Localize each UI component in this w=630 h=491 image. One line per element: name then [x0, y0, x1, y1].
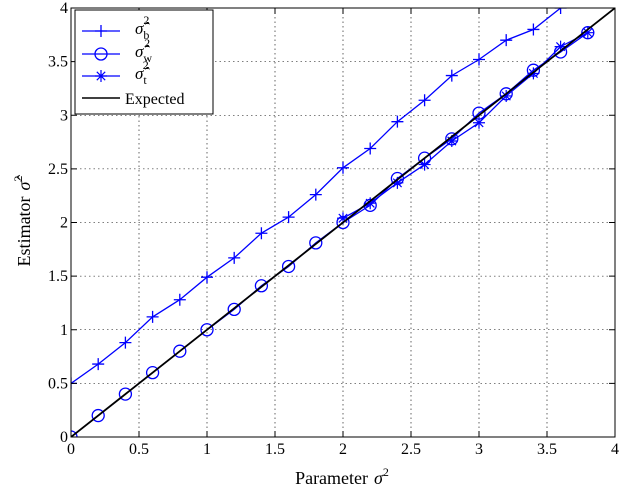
data-point-star — [445, 134, 458, 147]
y-tick-label: 1 — [60, 322, 68, 339]
tick-labels: 0 0.5 1 1.5 2 2.5 3 3.5 4 0 0.5 1 1.5 2 2.5 3 3.5 4 — [48, 0, 619, 458]
legend: σ̂b2 σ̂w2 σ̂t2 Expected — [74, 9, 214, 115]
legend-label-b: σ̂b2 — [135, 13, 150, 42]
x-axis-label-symbol: σ — [374, 468, 384, 488]
data-point-star — [391, 176, 404, 189]
y-axis-label: Estimatorσ̂2 — [11, 175, 34, 267]
data-point-star — [337, 212, 349, 225]
x-tick-label: 2.5 — [401, 441, 421, 458]
axes — [70, 7, 616, 438]
series-t — [337, 26, 594, 225]
x-tick-label: 2 — [339, 441, 347, 458]
data-point-circle — [254, 279, 269, 293]
series-b — [71, 8, 567, 390]
data-point-plus — [119, 336, 132, 349]
data-point-star — [418, 158, 431, 171]
series-expected — [71, 8, 615, 437]
data-point-plus — [309, 188, 322, 201]
legend-entry-t: σ̂t2 — [82, 58, 150, 87]
data-point-plus — [337, 161, 349, 174]
data-point-plus — [473, 53, 485, 66]
legend-entry-w: σ̂w2 — [82, 36, 152, 65]
data-point-plus — [146, 310, 159, 323]
data-point-star — [364, 197, 377, 210]
x-axis-label: Parameter σ2 — [295, 465, 389, 488]
legend-label-b-sup: 2 — [143, 13, 149, 27]
legend-label-w-sup: 2 — [144, 36, 150, 50]
y-axis-label-text: Estimator — [14, 196, 34, 266]
data-point-circle — [227, 302, 241, 317]
x-tick-label: 1.5 — [265, 441, 285, 458]
y-axis-label-sup: 2 — [11, 176, 25, 182]
data-point-star — [473, 116, 485, 129]
data-point-plus — [92, 358, 105, 371]
data-point-plus — [255, 227, 268, 240]
legend-label-w-sub: w — [143, 51, 152, 65]
data-point-plus — [228, 251, 241, 264]
data-point-plus — [418, 94, 431, 107]
x-tick-label: 3.5 — [537, 441, 557, 458]
x-tick-label: 3 — [475, 441, 483, 458]
y-tick-label: 1.5 — [48, 268, 68, 285]
y-tick-label: 2 — [60, 215, 68, 232]
y-tick-label: 2.5 — [48, 161, 68, 178]
y-tick-label: 4 — [60, 0, 68, 17]
data-point-circle — [91, 408, 105, 423]
legend-plus-marker — [95, 25, 107, 37]
data-point-star — [554, 40, 567, 53]
x-tick-label: 0.5 — [129, 441, 149, 458]
data-point-plus — [554, 8, 567, 14]
data-point-plus — [364, 142, 377, 155]
y-tick-label: 0 — [60, 429, 68, 446]
data-point-plus — [445, 69, 458, 82]
legend-label-w: σ̂w2 — [135, 36, 152, 65]
data-point-circle — [309, 236, 323, 250]
legend-box — [74, 9, 214, 115]
legend-circle-marker — [94, 47, 108, 61]
y-tick-label: 3 — [60, 107, 68, 124]
x-axis-label-text: Parameter — [295, 468, 368, 488]
y-tick-label: 0.5 — [48, 375, 68, 392]
legend-label-t-sub: t — [143, 73, 147, 87]
data-point-plus — [282, 211, 295, 224]
data-point-plus — [391, 115, 404, 128]
x-axis-label-sup: 2 — [383, 465, 389, 479]
legend-label-b-sub: b — [143, 28, 149, 42]
legend-label-t: σ̂t2 — [135, 58, 150, 87]
legend-entry-b: σ̂b2 — [82, 13, 150, 42]
data-point-plus — [527, 23, 540, 36]
x-tick-label: 4 — [611, 441, 619, 458]
x-tick-label: 0 — [67, 441, 75, 458]
y-tick-label: 3.5 — [48, 54, 68, 71]
data-point-circle — [281, 259, 296, 274]
data-point-circle — [173, 344, 187, 358]
legend-star-marker — [95, 70, 107, 82]
data-point-circle — [118, 387, 133, 401]
legend-label-t-sup: 2 — [143, 58, 149, 72]
data-point-star — [500, 89, 513, 102]
x-tick-label: 1 — [203, 441, 211, 458]
data-point-plus — [173, 293, 186, 306]
data-point-star — [581, 26, 594, 39]
series-line-t — [342, 32, 589, 219]
data-point-circle — [145, 365, 160, 380]
legend-entry-expected: Expected — [82, 91, 185, 108]
data-point-circle — [200, 323, 214, 337]
data-point-plus — [201, 271, 213, 284]
series-line-expected — [71, 8, 615, 437]
plot-area — [71, 8, 615, 437]
data-point-plus — [500, 34, 513, 47]
legend-label-expected: Expected — [125, 91, 185, 108]
